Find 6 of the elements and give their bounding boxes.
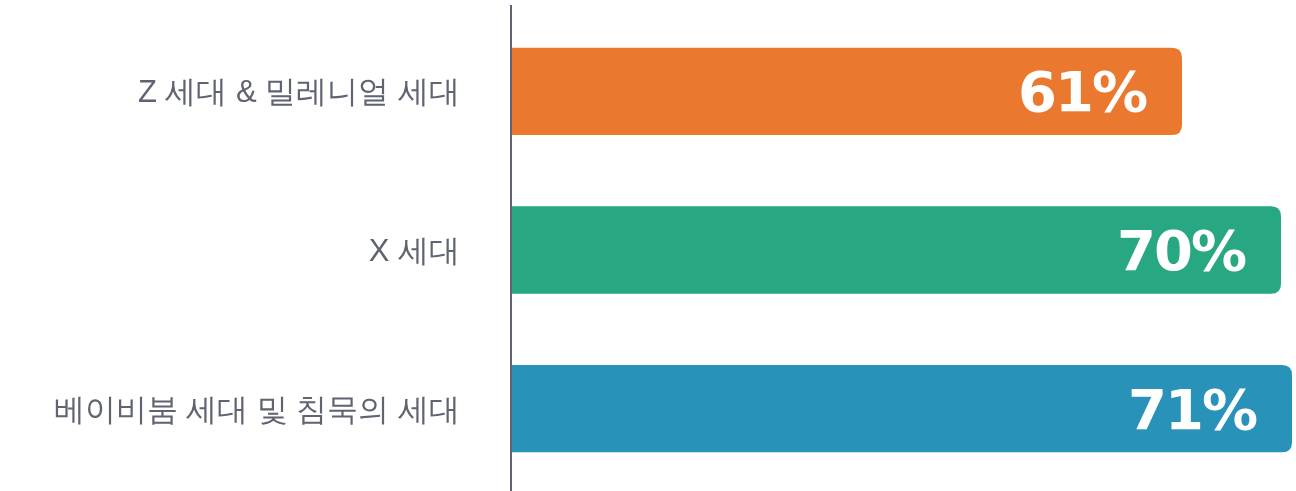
data-label: 70% [1116,218,1246,283]
data-label: 61% [1017,59,1147,125]
y-tick-label: Z 세대 & 밀레니얼 세대 [137,74,460,110]
data-label: 71% [1127,376,1257,442]
y-tick-label: X 세대 [368,233,460,268]
y-tick-label: 베이비붐 세대 및 침묵의 세대 [53,391,460,427]
